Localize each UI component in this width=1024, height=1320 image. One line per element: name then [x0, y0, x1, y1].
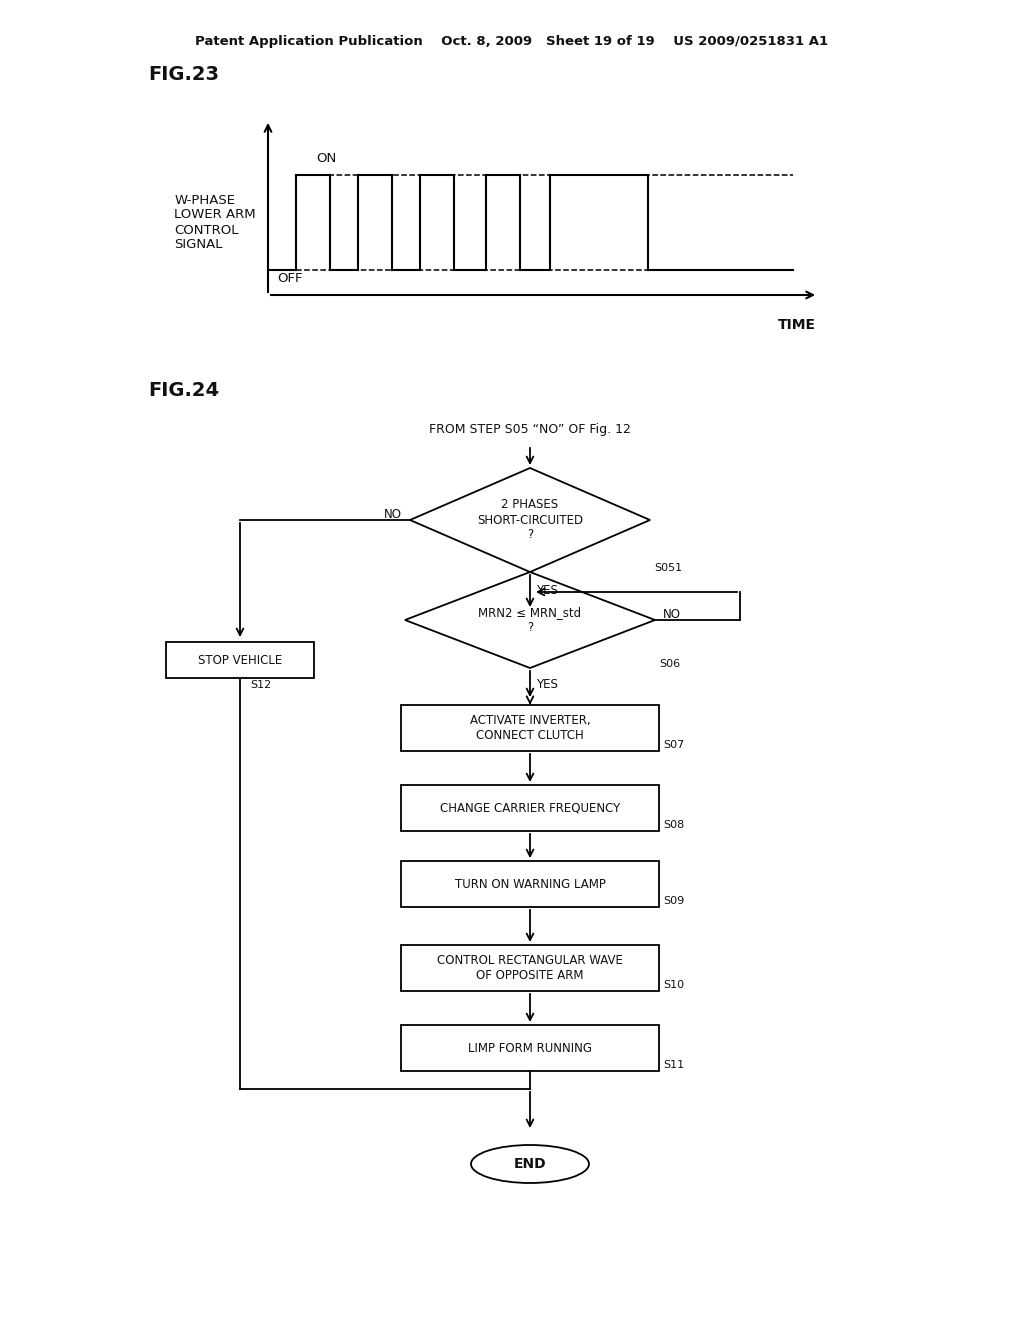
Text: CONTROL RECTANGULAR WAVE
OF OPPOSITE ARM: CONTROL RECTANGULAR WAVE OF OPPOSITE ARM	[437, 954, 623, 982]
Text: FIG.24: FIG.24	[148, 380, 219, 400]
Text: YES: YES	[536, 583, 558, 597]
Bar	[401, 861, 659, 907]
Text: S08: S08	[663, 820, 684, 830]
Text: TIME: TIME	[778, 318, 816, 333]
Text: FROM STEP S05 “NO” OF Fig. 12: FROM STEP S05 “NO” OF Fig. 12	[429, 424, 631, 437]
Bar	[401, 1026, 659, 1071]
Text: S12: S12	[250, 680, 271, 690]
Text: S07: S07	[663, 741, 684, 750]
Text: 2 PHASES
SHORT-CIRCUITED
?: 2 PHASES SHORT-CIRCUITED ?	[477, 499, 583, 541]
Text: S06: S06	[659, 659, 680, 669]
Bar	[401, 785, 659, 832]
Text: OFF: OFF	[278, 272, 303, 285]
Text: S11: S11	[663, 1060, 684, 1071]
Text: LIMP FORM RUNNING: LIMP FORM RUNNING	[468, 1041, 592, 1055]
Text: STOP VEHICLE: STOP VEHICLE	[198, 653, 283, 667]
Bar	[401, 705, 659, 751]
Text: S051: S051	[654, 564, 682, 573]
Text: ON: ON	[315, 153, 336, 165]
Text: YES: YES	[536, 677, 558, 690]
Text: S10: S10	[663, 979, 684, 990]
Text: W-PHASE
LOWER ARM
CONTROL
SIGNAL: W-PHASE LOWER ARM CONTROL SIGNAL	[174, 194, 256, 252]
Text: MRN2 ≤ MRN_std
?: MRN2 ≤ MRN_std ?	[478, 606, 582, 634]
Text: NO: NO	[663, 607, 681, 620]
Text: NO: NO	[384, 507, 402, 520]
Bar	[166, 642, 314, 678]
Text: Patent Application Publication    Oct. 8, 2009   Sheet 19 of 19    US 2009/02518: Patent Application Publication Oct. 8, 2…	[196, 36, 828, 49]
Text: END: END	[514, 1158, 547, 1171]
Text: CHANGE CARRIER FREQUENCY: CHANGE CARRIER FREQUENCY	[440, 801, 621, 814]
Text: TURN ON WARNING LAMP: TURN ON WARNING LAMP	[455, 878, 605, 891]
Bar	[401, 945, 659, 991]
Text: FIG.23: FIG.23	[148, 66, 219, 84]
Text: ACTIVATE INVERTER,
CONNECT CLUTCH: ACTIVATE INVERTER, CONNECT CLUTCH	[470, 714, 590, 742]
Text: S09: S09	[663, 896, 684, 906]
